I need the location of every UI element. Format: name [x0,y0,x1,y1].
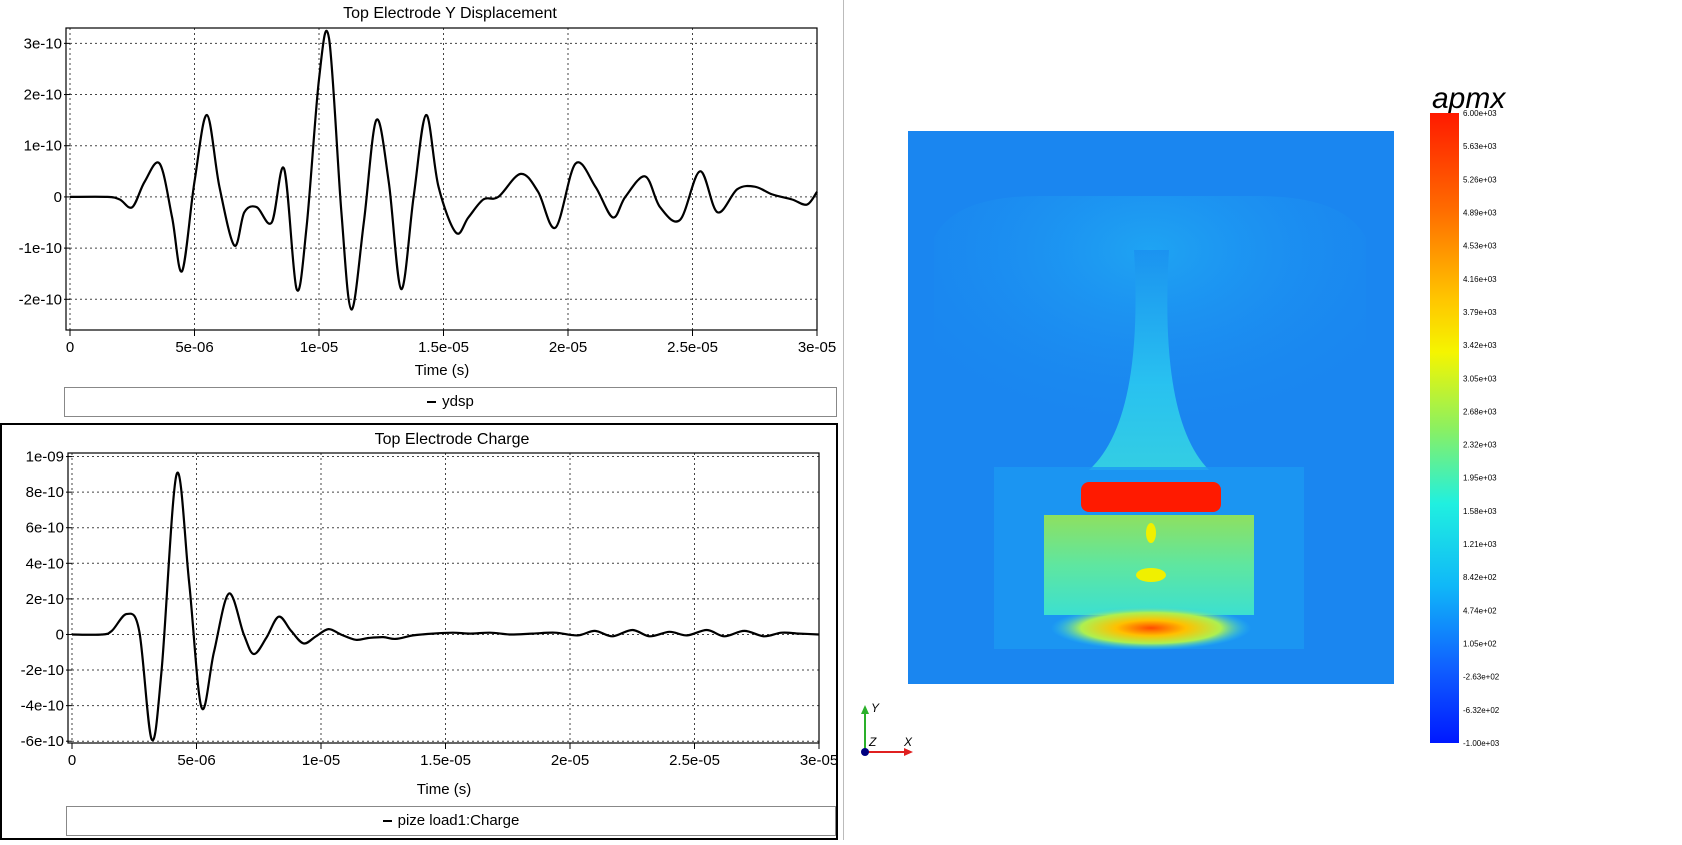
z-axis-letter: Z [868,735,877,749]
y-tick-label: -1e-10 [19,240,62,257]
orientation-triad: Y Z X [861,701,913,756]
legend: ydsp [64,387,837,417]
y-tick-label: -2e-10 [21,662,64,679]
y-tick-label: -4e-10 [21,698,64,715]
y-tick-label: 1e-09 [26,449,64,466]
x-tick-label: 3e-05 [800,752,836,769]
y-tick-label: 0 [54,189,62,206]
colorbar-label: 8.42e+02 [1463,573,1497,582]
y-tick-label: 1e-10 [24,138,62,155]
x-tick-label: 1e-05 [300,339,338,356]
colorbar-label: 5.26e+03 [1463,175,1497,184]
field-render: apmx 6.00e+03 5.63e+03 5.26e+03 4.89e+03 4.5… [861,82,1506,756]
chart-title: Top Electrode Charge [375,431,530,448]
x-arrowhead [904,748,913,756]
charge-chart-panel: Top Electrode Charge 0 5e-06 1e-05 1.5e-05 2… [0,423,838,840]
colorbar-label: 2.68e+03 [1463,407,1497,416]
y-axis-letter: Y [871,701,880,715]
field-title: apmx [1432,82,1506,115]
x-axis-label: Time (s) [417,781,471,798]
colorbar-label: -2.63e+02 [1463,673,1500,682]
plot-frame [67,452,820,744]
y-tick-label: 6e-10 [26,520,64,537]
colorbar-label: 3.42e+03 [1463,341,1497,350]
legend: pize load1:Charge [66,806,836,836]
x-axis-letter: X [903,735,913,749]
legend-label: ydsp [442,393,474,410]
colorbar [1430,113,1459,743]
x-tick-label: 5e-06 [175,339,213,356]
series-line-ydsp [69,29,818,311]
colorbar-label: 4.53e+03 [1463,242,1497,251]
x-tick-label: 1.5e-05 [420,752,471,769]
y-tick-label: 3e-10 [24,35,62,52]
colorbar-label: 2.32e+03 [1463,441,1497,450]
colorbar-label: 1.21e+03 [1463,540,1497,549]
y-tick-label: 4e-10 [26,555,64,572]
x-tick-label: 0 [68,752,76,769]
series-line-charge [71,471,820,742]
colorbar-label: 4.16e+03 [1463,275,1497,284]
x-tick-label: 2e-05 [549,339,587,356]
legend-swatch [382,820,392,823]
y-tick-label: 2e-10 [24,87,62,104]
x-tick-label: 0 [66,339,74,356]
y-tick-label: -2e-10 [19,291,62,308]
y-tick-label: 8e-10 [26,484,64,501]
colorbar-label: 3.05e+03 [1463,374,1497,383]
x-tick-label: 2e-05 [551,752,589,769]
x-tick-label: 1e-05 [302,752,340,769]
colorbar-label: 6.00e+03 [1463,109,1497,118]
colorbar-label: 1.95e+03 [1463,474,1497,483]
x-tick-label: 2.5e-05 [669,752,720,769]
colorbar-label: 1.58e+03 [1463,507,1497,516]
field-image [908,131,1394,684]
colorbar-label: 4.89e+03 [1463,208,1497,217]
x-tick-label: 2.5e-05 [667,339,718,356]
colorbar-label: 3.79e+03 [1463,308,1497,317]
legend-label: pize load1:Charge [397,812,520,829]
y-arrowhead [861,705,869,714]
charge-chart: Top Electrode Charge 0 5e-06 1e-05 1.5e-05 2… [21,431,839,798]
colorbar-label: -1.00e+03 [1463,739,1500,748]
colorbar-label: 5.63e+03 [1463,142,1497,151]
colorbar-label: 1.05e+02 [1463,640,1497,649]
legend-swatch [427,401,437,404]
field-render-panel[interactable]: apmx 6.00e+03 5.63e+03 5.26e+03 4.89e+03 4.5… [843,0,1682,840]
x-tick-label: 3e-05 [798,339,836,356]
y-tick-label: 2e-10 [26,591,64,608]
z-axis-dot [861,748,869,756]
y-tick-label: 0 [56,626,64,643]
colorbar-labels: 6.00e+03 5.63e+03 5.26e+03 4.89e+03 4.53e+03… [1463,109,1500,748]
displacement-chart: Top Electrode Y Displacement 0 5e-06 1e-05… [19,5,837,379]
x-tick-label: 5e-06 [177,752,215,769]
x-axis-label: Time (s) [415,362,469,379]
colorbar-label: 4.74e+02 [1463,606,1497,615]
colorbar-label: -6.32e+02 [1463,706,1500,715]
plot-frame [65,27,818,331]
chart-title: Top Electrode Y Displacement [343,5,557,22]
x-tick-label: 1.5e-05 [418,339,469,356]
displacement-chart-panel: Top Electrode Y Displacement 0 5e-06 1e-05… [0,0,841,420]
y-tick-label: -6e-10 [21,733,64,750]
